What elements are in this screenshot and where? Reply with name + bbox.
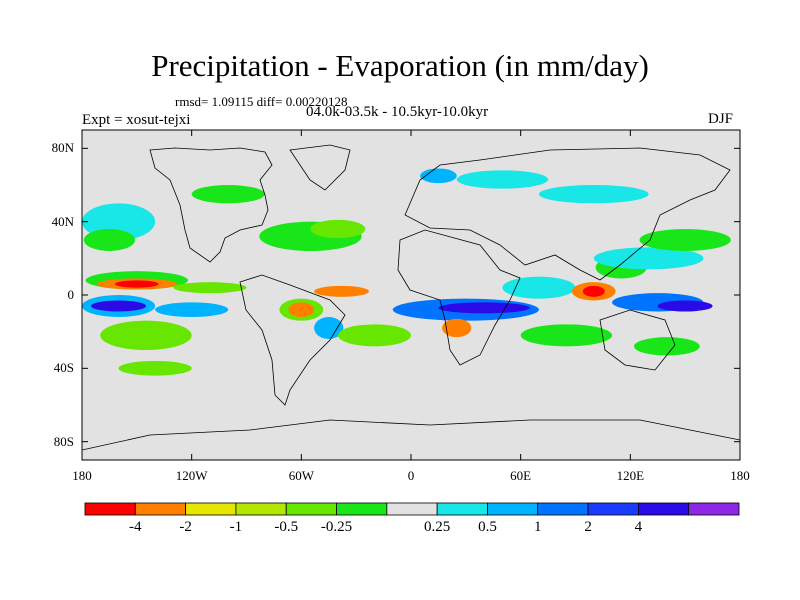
field-region [337, 324, 412, 347]
colorbar-label: 4 [634, 519, 643, 535]
field-region [173, 282, 247, 294]
rmsd-diff-stats: rmsd= 1.09115 diff= 0.00220128 [175, 94, 348, 109]
coastline-greenland [289, 144, 351, 191]
season-label: DJF [708, 111, 734, 127]
lon-label: 180 [72, 468, 92, 483]
field-region [314, 285, 369, 297]
field-region [538, 185, 649, 204]
coastlines [82, 144, 740, 451]
colorbar-label: -4 [129, 519, 142, 535]
coastline-antarctica [82, 419, 740, 451]
field-region [442, 318, 472, 338]
map-background [82, 130, 740, 460]
field-region [118, 361, 192, 376]
colorbar-swatch [134, 502, 187, 516]
period-label: 04.0k-03.5k - 10.5kyr-10.0kyr [306, 104, 489, 120]
field-region [114, 280, 159, 288]
colorbar-swatch [587, 502, 639, 516]
field-region [314, 317, 344, 339]
colorbar-swatch [235, 502, 287, 516]
colorbar-swatch [185, 502, 237, 516]
lat-label: 80N [51, 140, 74, 156]
field-region [639, 229, 731, 251]
coastline-south-america [239, 274, 346, 406]
field-region [191, 185, 265, 204]
colorbar-label: 0.25 [424, 519, 451, 535]
lon-label: 120E [616, 468, 645, 483]
colorbar-swatch [336, 502, 388, 516]
coastline-australia [599, 309, 676, 371]
field-region [100, 320, 192, 351]
field-shading [82, 168, 731, 376]
colorbar-label: -0.5 [274, 519, 299, 535]
coastline-eurasia [404, 147, 731, 281]
colorbar-label: -1 [229, 519, 243, 535]
colorbar-swatch [688, 502, 740, 516]
axis-ticks [81, 130, 741, 460]
lon-label: 120W [175, 468, 208, 483]
colorbar-swatch [436, 502, 488, 516]
field-region [155, 302, 229, 317]
field-region [582, 285, 605, 297]
lat-label: 80S [53, 433, 74, 449]
lon-label: 60W [288, 468, 314, 483]
chart-title: Precipitation - Evaporation (in mm/day) [151, 48, 649, 83]
colorbar-label: 2 [584, 519, 592, 535]
colorbar-swatch [537, 502, 589, 516]
field-region [456, 170, 549, 189]
field-region [520, 324, 613, 347]
field-region [420, 168, 457, 184]
coastline-north-america [149, 147, 273, 263]
lon-label: 60E [510, 468, 532, 483]
colorbar [84, 502, 740, 516]
colorbar-swatch [487, 502, 539, 516]
field-region [633, 337, 700, 356]
field-region [288, 302, 315, 317]
coastline-africa [397, 229, 521, 366]
colorbar-swatch [637, 502, 690, 516]
colorbar-label: -0.25 [320, 519, 353, 535]
colorbar-swatch [84, 502, 136, 516]
field-region [657, 300, 713, 312]
field-region [310, 219, 366, 239]
experiment-label: Expt = xosut-tejxi [82, 112, 191, 128]
colorbar-swatch [285, 502, 337, 516]
colorbar-swatch [386, 502, 438, 516]
lat-label: 40S [53, 360, 74, 376]
field-region [91, 300, 146, 312]
lat-label: 0 [67, 287, 75, 302]
lat-label: 40N [51, 213, 74, 229]
field-region [502, 276, 576, 299]
lon-label: 180 [730, 468, 750, 483]
colorbar-label: 0.5 [478, 519, 497, 535]
colorbar-label: 1 [534, 519, 542, 535]
field-region [83, 229, 136, 251]
lon-label: 0 [407, 468, 415, 483]
colorbar-label: -2 [179, 519, 192, 535]
field-region [438, 302, 530, 314]
